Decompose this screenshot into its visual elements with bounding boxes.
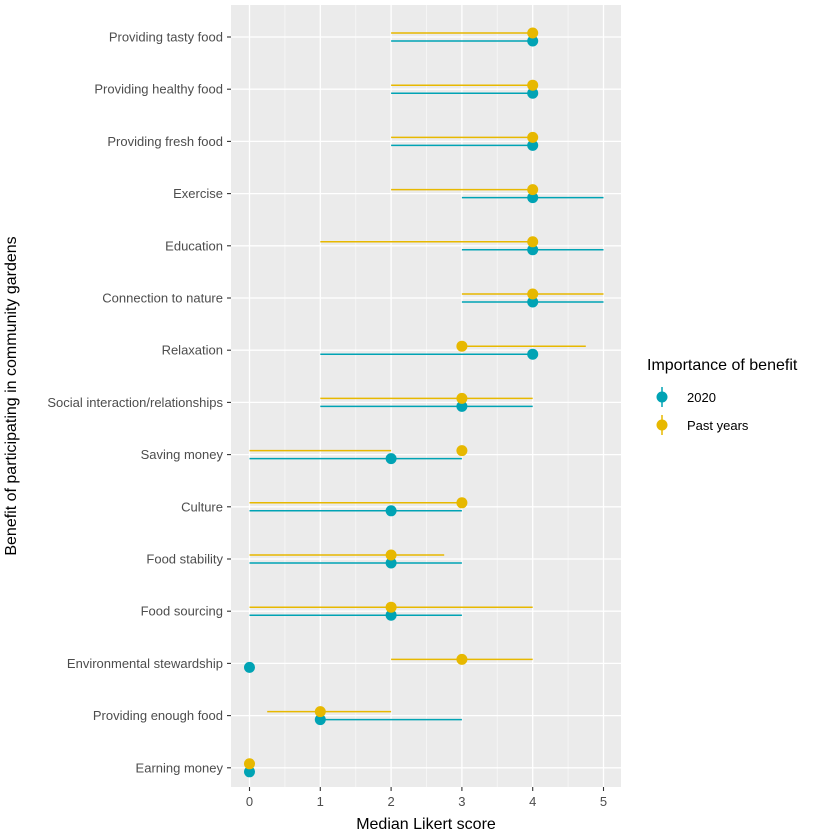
median-point-2020 xyxy=(456,400,468,412)
y-tick-label: Earning money xyxy=(136,760,224,775)
median-point-2020 xyxy=(385,557,397,569)
y-axis-title: Benefit of participating in community ga… xyxy=(3,236,20,555)
median-point-2020 xyxy=(527,348,539,360)
median-point-2020 xyxy=(385,453,397,465)
median-point-past-years xyxy=(456,653,468,665)
median-point-past-years xyxy=(244,758,255,770)
x-tick-label: 0 xyxy=(246,794,253,809)
y-tick-label: Saving money xyxy=(141,447,224,462)
y-tick-label: Food stability xyxy=(146,552,223,567)
median-point-2020 xyxy=(527,139,539,151)
median-point-past-years xyxy=(527,288,539,300)
median-point-2020 xyxy=(314,714,326,726)
legend-label: 2020 xyxy=(687,390,716,405)
median-point-past-years xyxy=(456,392,468,404)
median-point-past-years xyxy=(385,549,397,561)
y-tick-label: Environmental stewardship xyxy=(67,656,223,671)
median-point-past-years xyxy=(527,79,539,91)
median-point-past-years xyxy=(456,445,468,457)
x-tick-label: 3 xyxy=(458,794,465,809)
y-tick-label: Food sourcing xyxy=(141,604,223,619)
y-tick-label: Providing tasty food xyxy=(109,30,223,45)
legend-label: Past years xyxy=(687,418,749,433)
y-tick-label: Culture xyxy=(181,499,223,514)
x-tick-label: 1 xyxy=(317,794,324,809)
median-point-past-years xyxy=(527,184,539,196)
data-marks xyxy=(244,27,604,778)
median-point-past-years xyxy=(385,601,397,613)
y-tick-label: Education xyxy=(165,238,223,253)
median-point-2020 xyxy=(244,766,255,778)
x-axis-ticks: 0 1 2 3 4 5 xyxy=(246,787,607,809)
median-point-past-years xyxy=(527,236,539,248)
median-point-past-years xyxy=(456,497,468,509)
x-tick-label: 4 xyxy=(529,794,536,809)
y-tick-label: Connection to nature xyxy=(102,291,223,306)
legend-title: Importance of benefit xyxy=(647,357,798,374)
median-point-2020 xyxy=(527,35,539,47)
median-point-2020 xyxy=(527,87,539,99)
x-axis-title: Median Likert score xyxy=(356,816,496,833)
legend-key-point xyxy=(656,419,668,431)
y-tick-label: Providing healthy food xyxy=(94,82,223,97)
gridlines xyxy=(231,5,621,787)
y-axis-ticks: Providing tasty food Providing healthy fo… xyxy=(47,30,231,775)
median-point-2020 xyxy=(244,661,255,673)
median-point-past-years xyxy=(527,131,539,143)
median-point-2020 xyxy=(527,244,539,256)
median-point-2020 xyxy=(385,505,397,517)
legend: Importance of benefit 2020 Past years xyxy=(647,357,798,435)
y-tick-label: Providing enough food xyxy=(93,708,223,723)
median-point-2020 xyxy=(527,296,539,308)
legend-key-point xyxy=(656,391,668,403)
median-point-2020 xyxy=(385,609,397,621)
x-tick-label: 2 xyxy=(387,794,394,809)
y-tick-label: Relaxation xyxy=(162,343,223,358)
median-point-past-years xyxy=(527,27,539,39)
y-tick-label: Social interaction/relationships xyxy=(47,395,223,410)
y-tick-label: Providing fresh food xyxy=(107,134,223,149)
median-point-past-years xyxy=(314,706,326,718)
median-point-past-years xyxy=(456,340,468,352)
x-tick-label: 5 xyxy=(600,794,607,809)
y-tick-label: Exercise xyxy=(173,186,223,201)
median-point-2020 xyxy=(527,192,539,204)
